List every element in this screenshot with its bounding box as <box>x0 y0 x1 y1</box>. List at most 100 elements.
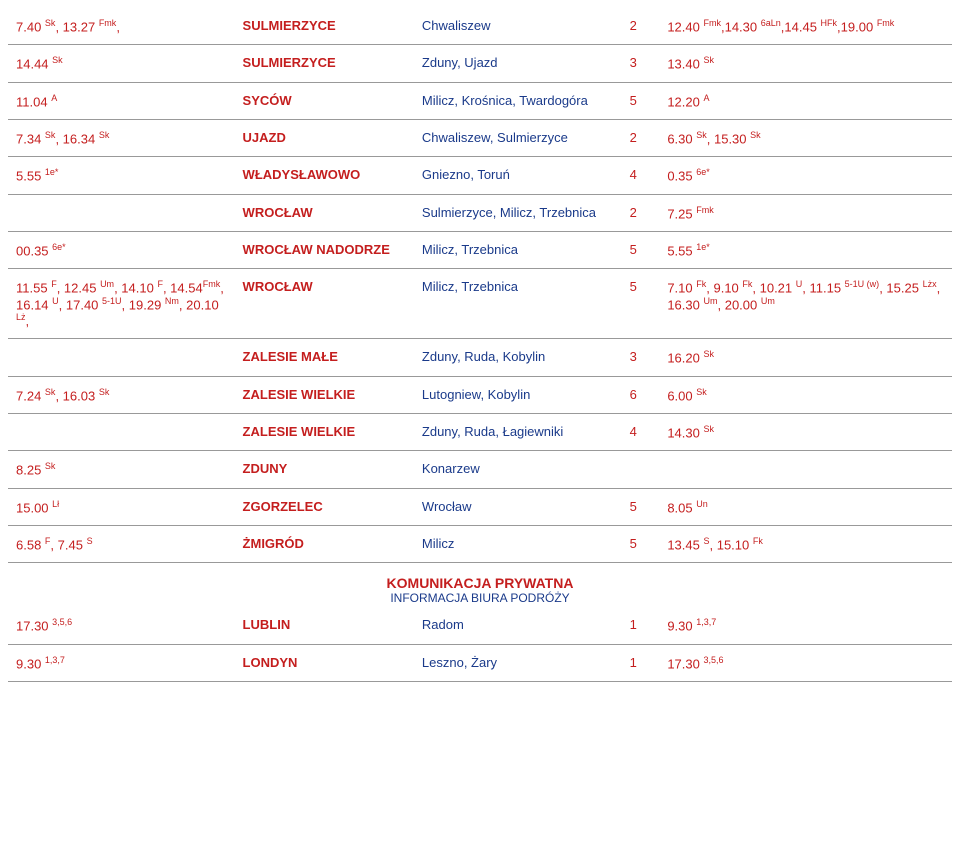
departure-times: 7.24 Sk, 16.03 Sk <box>8 376 235 413</box>
platform: 6 <box>622 376 660 413</box>
timetable-private: 17.30 3,5,6LUBLINRadom19.30 1,3,79.30 1,… <box>8 607 952 682</box>
arrival-times: 8.05 Un <box>659 488 952 525</box>
destination: LONDYN <box>235 644 414 681</box>
table-row: 9.30 1,3,7LONDYNLeszno, Żary117.30 3,5,6 <box>8 644 952 681</box>
table-row: 7.40 Sk, 13.27 Fmk,SULMIERZYCEChwaliszew… <box>8 8 952 45</box>
table-row: 7.24 Sk, 16.03 SkZALESIE WIELKIELutognie… <box>8 376 952 413</box>
via-stops: Milicz, Krośnica, Twardogóra <box>414 82 622 119</box>
destination: ZALESIE WIELKIE <box>235 376 414 413</box>
departure-times: 6.58 F, 7.45 S <box>8 525 235 562</box>
platform: 5 <box>622 525 660 562</box>
departure-times: 11.04 A <box>8 82 235 119</box>
platform: 3 <box>622 45 660 82</box>
departure-times <box>8 339 235 376</box>
platform: 5 <box>622 231 660 268</box>
arrival-times: 17.30 3,5,6 <box>659 644 952 681</box>
table-row: 15.00 LłZGORZELECWrocław58.05 Un <box>8 488 952 525</box>
via-stops: Chwaliszew, Sulmierzyce <box>414 119 622 156</box>
platform: 4 <box>622 157 660 194</box>
departure-times <box>8 413 235 450</box>
via-stops: Zduny, Ruda, Łagiewniki <box>414 413 622 450</box>
departure-times: 11.55 F, 12.45 Um, 14.10 F, 14.54Fmk, 16… <box>8 269 235 339</box>
destination: UJAZD <box>235 119 414 156</box>
departure-times: 5.55 1e* <box>8 157 235 194</box>
platform: 2 <box>622 194 660 231</box>
table-row: WROCŁAWSulmierzyce, Milicz, Trzebnica27.… <box>8 194 952 231</box>
arrival-times: 9.30 1,3,7 <box>659 607 952 644</box>
via-stops: Milicz, Trzebnica <box>414 231 622 268</box>
platform: 3 <box>622 339 660 376</box>
departure-times <box>8 194 235 231</box>
destination: LUBLIN <box>235 607 414 644</box>
destination: ZALESIE MAŁE <box>235 339 414 376</box>
platform: 1 <box>622 607 660 644</box>
arrival-times: 7.10 Fk, 9.10 Fk, 10.21 U, 11.15 5-1U (w… <box>659 269 952 339</box>
via-stops: Radom <box>414 607 622 644</box>
arrival-times: 12.40 Fmk,14.30 6aLn,14.45 HFk,19.00 Fmk <box>659 8 952 45</box>
platform: 1 <box>622 644 660 681</box>
via-stops: Milicz <box>414 525 622 562</box>
destination: ZDUNY <box>235 451 414 488</box>
table-row: 11.04 ASYCÓWMilicz, Krośnica, Twardogóra… <box>8 82 952 119</box>
arrival-times: 7.25 Fmk <box>659 194 952 231</box>
platform: 5 <box>622 488 660 525</box>
departure-times: 7.40 Sk, 13.27 Fmk, <box>8 8 235 45</box>
section-title-main: KOMUNIKACJA PRYWATNA <box>8 575 952 591</box>
arrival-times: 13.45 S, 15.10 Fk <box>659 525 952 562</box>
destination: WROCŁAW <box>235 269 414 339</box>
destination: WROCŁAW NADODRZE <box>235 231 414 268</box>
destination: ŻMIGRÓD <box>235 525 414 562</box>
destination: SULMIERZYCE <box>235 45 414 82</box>
arrival-times: 6.30 Sk, 15.30 Sk <box>659 119 952 156</box>
destination: WROCŁAW <box>235 194 414 231</box>
platform: 5 <box>622 269 660 339</box>
destination: SYCÓW <box>235 82 414 119</box>
via-stops: Zduny, Ruda, Kobylin <box>414 339 622 376</box>
destination: WŁADYSŁAWOWO <box>235 157 414 194</box>
departure-times: 15.00 Lł <box>8 488 235 525</box>
platform: 5 <box>622 82 660 119</box>
table-row: ZALESIE MAŁEZduny, Ruda, Kobylin316.20 S… <box>8 339 952 376</box>
destination: ZGORZELEC <box>235 488 414 525</box>
table-row: 14.44 SkSULMIERZYCEZduny, Ujazd313.40 Sk <box>8 45 952 82</box>
departure-times: 7.34 Sk, 16.34 Sk <box>8 119 235 156</box>
table-row: 11.55 F, 12.45 Um, 14.10 F, 14.54Fmk, 16… <box>8 269 952 339</box>
arrival-times: 16.20 Sk <box>659 339 952 376</box>
table-row: 7.34 Sk, 16.34 SkUJAZDChwaliszew, Sulmie… <box>8 119 952 156</box>
table-row: 00.35 6e*WROCŁAW NADODRZEMilicz, Trzebni… <box>8 231 952 268</box>
table-row: 8.25 SkZDUNYKonarzew <box>8 451 952 488</box>
via-stops: Wrocław <box>414 488 622 525</box>
arrival-times: 6.00 Sk <box>659 376 952 413</box>
via-stops: Lutogniew, Kobylin <box>414 376 622 413</box>
table-row: 6.58 F, 7.45 SŻMIGRÓDMilicz513.45 S, 15.… <box>8 525 952 562</box>
departure-times: 14.44 Sk <box>8 45 235 82</box>
table-row: ZALESIE WIELKIEZduny, Ruda, Łagiewniki41… <box>8 413 952 450</box>
arrival-times: 0.35 6e* <box>659 157 952 194</box>
destination: SULMIERZYCE <box>235 8 414 45</box>
via-stops: Sulmierzyce, Milicz, Trzebnica <box>414 194 622 231</box>
platform: 2 <box>622 119 660 156</box>
arrival-times: 14.30 Sk <box>659 413 952 450</box>
via-stops: Gniezno, Toruń <box>414 157 622 194</box>
platform: 2 <box>622 8 660 45</box>
platform <box>622 451 660 488</box>
section-header: KOMUNIKACJA PRYWATNA INFORMACJA BIURA PO… <box>8 563 952 607</box>
via-stops: Zduny, Ujazd <box>414 45 622 82</box>
departure-times: 17.30 3,5,6 <box>8 607 235 644</box>
arrival-times <box>659 451 952 488</box>
via-stops: Chwaliszew <box>414 8 622 45</box>
via-stops: Konarzew <box>414 451 622 488</box>
table-row: 5.55 1e*WŁADYSŁAWOWOGniezno, Toruń40.35 … <box>8 157 952 194</box>
arrival-times: 13.40 Sk <box>659 45 952 82</box>
departure-times: 00.35 6e* <box>8 231 235 268</box>
table-row: 17.30 3,5,6LUBLINRadom19.30 1,3,7 <box>8 607 952 644</box>
timetable: 7.40 Sk, 13.27 Fmk,SULMIERZYCEChwaliszew… <box>8 8 952 563</box>
arrival-times: 5.55 1e* <box>659 231 952 268</box>
platform: 4 <box>622 413 660 450</box>
section-title-sub: INFORMACJA BIURA PODRÓŻY <box>8 591 952 605</box>
departure-times: 9.30 1,3,7 <box>8 644 235 681</box>
arrival-times: 12.20 A <box>659 82 952 119</box>
via-stops: Milicz, Trzebnica <box>414 269 622 339</box>
via-stops: Leszno, Żary <box>414 644 622 681</box>
departure-times: 8.25 Sk <box>8 451 235 488</box>
